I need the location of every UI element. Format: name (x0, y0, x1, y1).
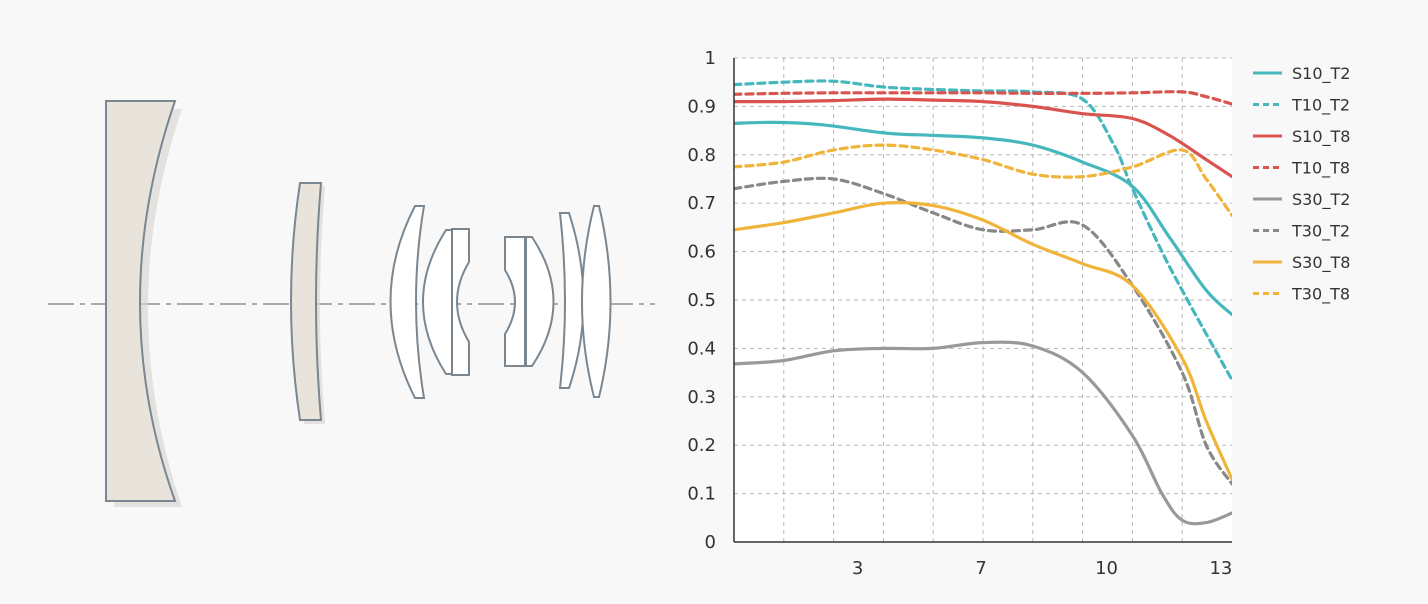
y-tick-label: 0.4 (687, 338, 716, 359)
y-tick-label: 0.6 (687, 242, 716, 263)
axes (733, 58, 1232, 543)
grid-lines (734, 57, 1232, 542)
lens-element-9 (581, 205, 612, 398)
series-lines (734, 79, 1232, 526)
mtf-chart: 0 0.1 0.2 0.3 0.4 0.5 0.6 0.7 0.8 0.9 1 3 7 10 13 S10… (687, 48, 1350, 579)
series-line-t30-t2 (734, 176, 1232, 486)
y-tick-label: 0.7 (687, 193, 716, 214)
series-line-s10-t8 (734, 97, 1232, 179)
x-tick-label: 7 (975, 558, 986, 579)
y-tick-label: 0.2 (687, 435, 716, 456)
lens-optical-diagram (48, 100, 655, 507)
y-tick-label: 0.9 (687, 96, 716, 117)
lens-element-1-body (105, 100, 177, 502)
x-tick-label: 3 (852, 558, 863, 579)
legend-label: S30_T8 (1292, 253, 1350, 273)
legend-label: S10_T8 (1292, 127, 1350, 147)
legend-label: T30_T2 (1291, 222, 1350, 242)
x-tick-label: 10 (1095, 558, 1118, 579)
x-tick-label: 13 (1209, 558, 1232, 579)
y-tick-label: 0.1 (687, 484, 716, 505)
lens-element-6 (504, 236, 526, 367)
legend-label: T10_T8 (1291, 159, 1350, 179)
series-line-t30-t8 (734, 143, 1232, 217)
series-line-t10-t8 (734, 90, 1232, 106)
x-tick-labels: 3 7 10 13 (852, 558, 1233, 579)
series-line-s30-t2 (734, 340, 1232, 526)
lens-element-5 (451, 228, 470, 376)
legend-label: S10_T2 (1292, 64, 1350, 84)
lens-element-2 (290, 182, 323, 421)
y-tick-label: 0 (705, 532, 716, 553)
legend-label: S30_T2 (1292, 190, 1350, 210)
legend: S10_T2 T10_T2 S10_T8 T10_T8 S30_T2 T30_T2 S30_… (1253, 64, 1350, 305)
legend-label: T30_T8 (1291, 285, 1350, 305)
y-tick-label: 0.5 (687, 290, 716, 311)
y-tick-label: 1 (705, 48, 716, 69)
y-tick-label: 0.8 (687, 145, 716, 166)
lens-element-3 (389, 205, 426, 399)
lens-element-7 (525, 236, 555, 367)
lens-element-8 (558, 212, 585, 389)
legend-label: T10_T2 (1291, 96, 1350, 116)
y-tick-label: 0.3 (687, 387, 716, 408)
series-line-s10-t2 (734, 120, 1232, 317)
y-tick-labels: 0 0.1 0.2 0.3 0.4 0.5 0.6 0.7 0.8 0.9 1 (687, 48, 716, 553)
lens-element-4 (422, 229, 453, 375)
series-line-s30-t8 (734, 201, 1232, 481)
